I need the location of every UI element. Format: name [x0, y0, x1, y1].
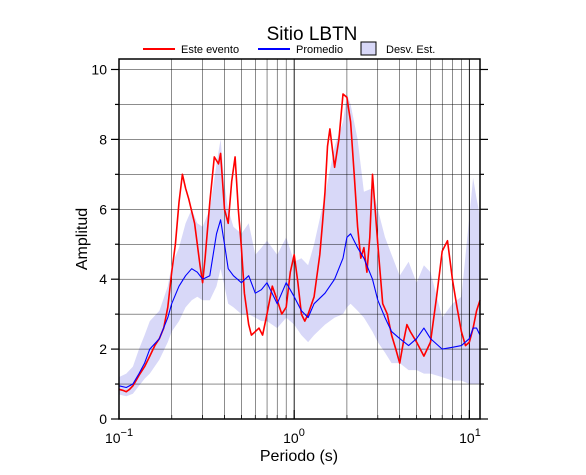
x-tick-label-0: 10−1: [105, 427, 133, 446]
series-layer: [118, 93, 481, 393]
x-tick-label-2: 101: [459, 427, 481, 446]
chart-title: Sitio LBTN: [267, 24, 358, 45]
legend-label-desv: Desv. Est.: [386, 44, 435, 56]
std-dev-band-layer: [119, 94, 480, 397]
legend-label-prom: Promedio: [296, 44, 343, 56]
x-axis-label: Periodo (s): [260, 448, 338, 465]
plot-area: [111, 58, 488, 420]
x-tick-label-1: 100: [283, 427, 305, 446]
series-line-este: [118, 93, 481, 393]
y-axis-label: Amplitud: [74, 208, 91, 270]
y-tick-label-5: 10: [91, 61, 107, 77]
std-dev-band: [119, 94, 480, 397]
legend: Este evento Promedio Desv. Est.: [143, 41, 435, 56]
y-tick-labels: 0 2 4 6 8 10: [91, 61, 107, 427]
plot-frame: [118, 58, 481, 420]
legend-label-este: Este evento: [181, 44, 239, 56]
legend-swatch-desv: [360, 41, 377, 56]
y-tick-label-0: 0: [99, 411, 107, 427]
tick-layer: [111, 68, 488, 420]
y-tick-label-3: 6: [99, 201, 107, 217]
x-tick-labels: 10−1 100 101: [105, 427, 481, 446]
y-tick-label-1: 2: [99, 341, 107, 357]
y-tick-label-4: 8: [99, 131, 107, 147]
series-line-prom: [118, 219, 481, 389]
y-tick-label-2: 4: [99, 271, 107, 287]
